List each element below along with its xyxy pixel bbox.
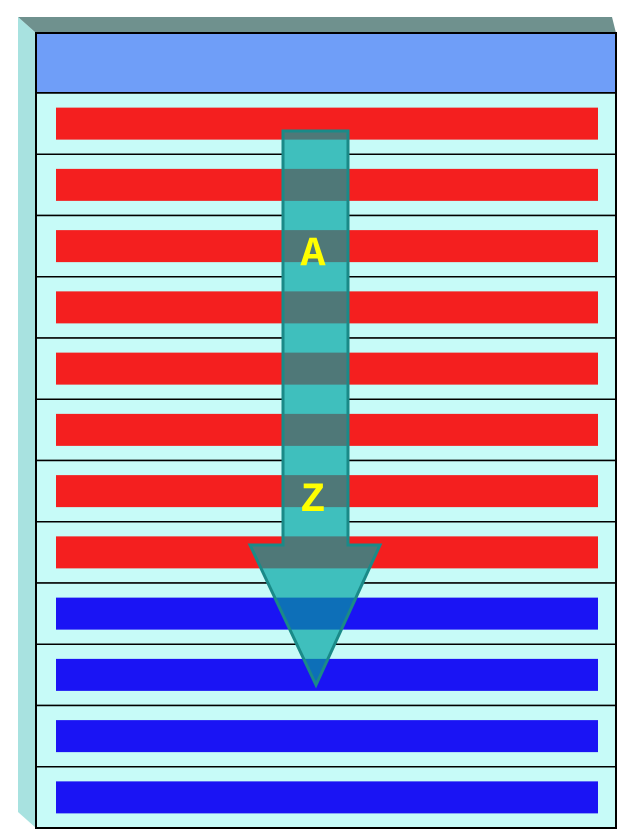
table-header bbox=[35, 32, 617, 94]
sort-end-letter: Z bbox=[300, 476, 325, 524]
box-top-face bbox=[18, 17, 616, 33]
sort-start-letter: A bbox=[300, 230, 326, 278]
blue-record-bar bbox=[56, 720, 598, 753]
table-border bbox=[35, 32, 617, 829]
blue-record-bar bbox=[56, 781, 598, 814]
arrow-stripe bbox=[250, 131, 380, 140]
box-side-face bbox=[18, 17, 36, 828]
